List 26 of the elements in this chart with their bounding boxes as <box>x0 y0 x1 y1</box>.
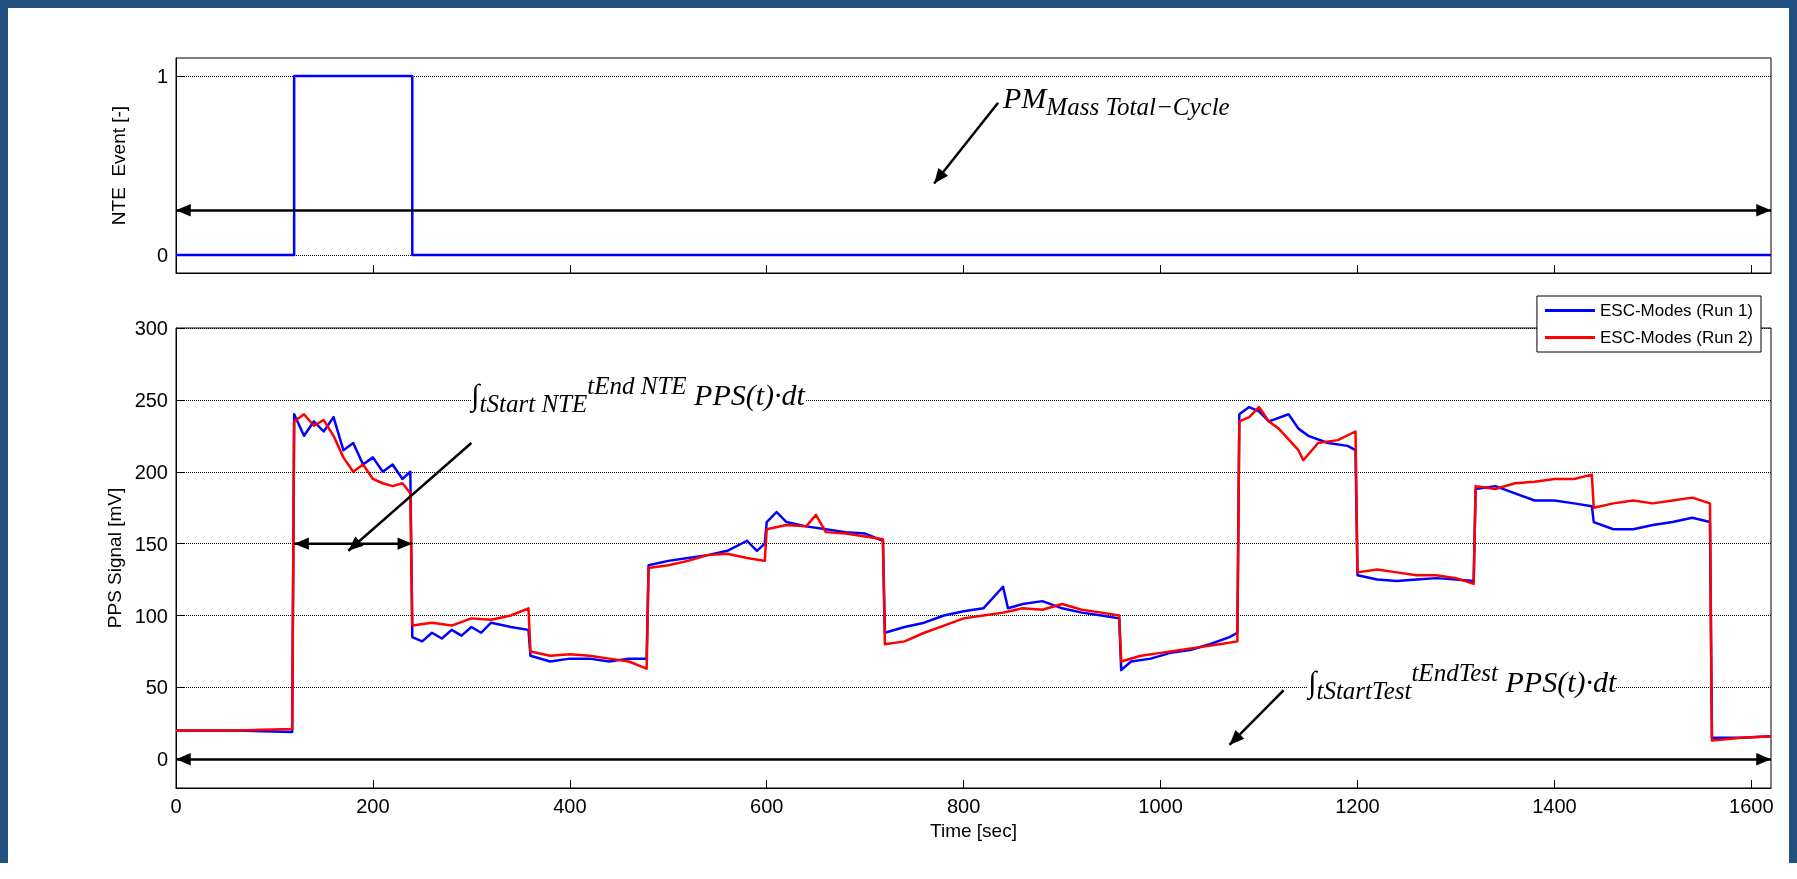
x-tick-label: 1200 <box>1335 795 1380 817</box>
y-tick-label: 0 <box>156 748 168 771</box>
x-tick-label: 1600 <box>1729 795 1774 817</box>
x-tick-label: 1400 <box>1532 795 1577 817</box>
x-tick-label: 1000 <box>1138 795 1183 817</box>
y-tick-label: 150 <box>134 532 168 555</box>
y-tick-label: 50 <box>145 676 168 699</box>
x-axis-title: Time [sec] <box>930 819 1017 841</box>
y-axis-title: NTE Event [-] <box>108 105 129 226</box>
y-axis-title: PPS Signal [mV] <box>103 487 125 629</box>
x-tick-label: 600 <box>750 795 784 817</box>
x-tick-label: 400 <box>553 795 587 817</box>
legend-label: ESC-Modes (Run 2) <box>1599 328 1754 347</box>
y-tick-label: 250 <box>134 388 168 411</box>
y-tick-label: 200 <box>134 460 168 483</box>
legend-label: ESC-Modes (Run 1) <box>1599 301 1754 320</box>
annotation: PM$_{Mass Total−Cycle}$ <box>1003 79 1230 122</box>
y-tick-label: 1 <box>156 64 168 87</box>
x-tick-label: 800 <box>946 795 981 817</box>
annotation: ∫$_{tStart NTE}$$^{tEnd NTE}$ PPS(t)·dt <box>471 363 805 426</box>
x-tick-label: 200 <box>356 795 390 817</box>
y-tick-label: 100 <box>134 604 168 627</box>
x-tick-label: 0 <box>170 795 182 817</box>
y-tick-label: 300 <box>134 317 168 339</box>
y-tick-label: 0 <box>156 244 168 267</box>
annotation: ∫$_{tStartTest}$$^{tEndTest}$ PPS(t)·dt <box>1308 651 1617 714</box>
